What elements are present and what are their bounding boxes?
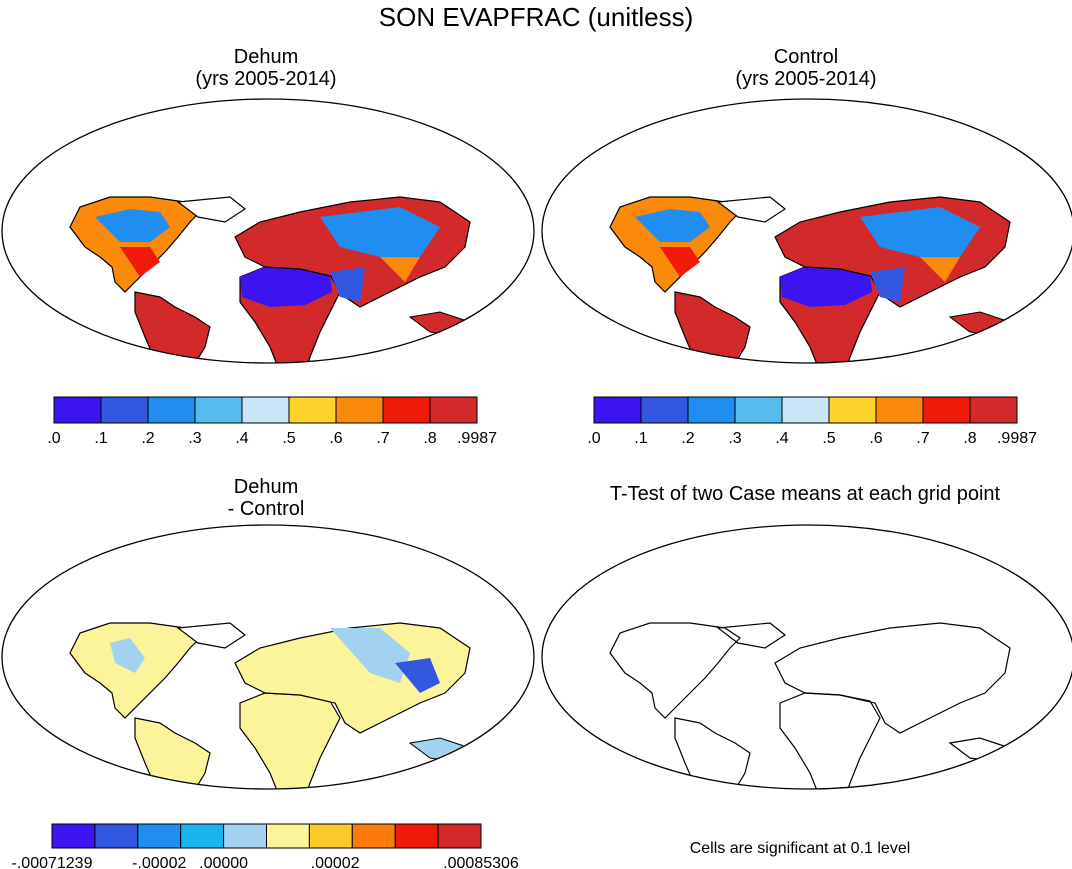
map-ttest [541,524,1072,790]
colorbar-control-label-2: .2 [681,430,694,447]
panel-2-title-main: Control [773,46,839,68]
colorbar-control-swatch-5 [828,396,877,424]
page-title: SON EVAPFRAC (unitless) [378,2,694,32]
colorbar-dehum-label-5: .5 [282,430,295,447]
colorbar-control-swatch-2 [687,396,736,424]
colorbar-difference-label-4: .00085306 [443,855,519,869]
colorbar-control-label-5: .5 [822,430,835,447]
colorbar-dehum-swatch-1 [100,396,149,424]
colorbar-dehum: .0 .1 .2 .3 .4 .5 .6 .7 .8 .9987 [47,396,497,447]
colorbar-difference-swatch-2 [137,823,182,849]
colorbar-control-swatch-0 [593,396,642,424]
map-ttest-border [541,524,1072,790]
colorbar-control-swatch-8 [969,396,1018,424]
colorbar-difference-swatch-1 [94,823,139,849]
colorbar-control-label-3: .3 [728,430,741,447]
colorbar-dehum-swatch-6 [335,396,384,424]
colorbar-dehum-label-8: .8 [423,430,436,447]
map-difference-border [1,524,535,790]
colorbar-control-label-9: .9987 [997,430,1037,447]
colorbar-control-label-7: .7 [916,430,929,447]
colorbar-dehum-swatch-7 [382,396,431,424]
panel-3-subtitle: - Control [227,498,305,520]
colorbar-difference-swatch-5 [266,823,310,849]
map-dehum-border [1,98,535,364]
colorbar-control-label-4: .4 [775,430,788,447]
colorbar-control-swatch-7 [922,396,971,424]
map-difference-land [69,622,506,789]
colorbar-dehum-label-4: .4 [235,430,248,447]
colorbar-dehum-swatch-3 [194,396,243,424]
colorbar-control: .0 .1 .2 .3 .4 .5 .6 .7 .8 .9987 [587,396,1037,447]
colorbar-dehum-label-1: .1 [94,430,107,447]
colorbar-difference-label-2: .00000 [199,855,248,869]
colorbar-difference-swatch-8 [394,823,439,849]
map-control [541,98,1072,364]
colorbar-dehum-label-9: .9987 [457,430,497,447]
significance-note: Cells are significant at 0.1 level [689,840,911,857]
panel-1-subtitle: (yrs 2005-2014) [195,68,337,90]
colorbar-difference-swatch-0 [51,823,96,849]
colorbar-dehum-swatch-5 [288,396,337,424]
panel-1-title: Dehum (yrs 2005-2014) [136,46,396,90]
colorbar-control-swatch-1 [640,396,689,424]
colorbar-dehum-label-3: .3 [188,430,201,447]
colorbar-dehum-label-2: .2 [141,430,154,447]
colorbar-difference-swatch-9 [437,823,482,849]
colorbar-dehum-swatch-0 [53,396,102,424]
colorbar-dehum-swatch-4 [241,396,290,424]
colorbar-dehum-swatch-2 [147,396,196,424]
colorbar-control-swatch-3 [734,396,783,424]
panel-3-title: Dehum - Control [136,476,396,520]
colorbar-difference-swatch-4 [223,823,268,849]
colorbar-difference-label-1: -.00002 [132,855,186,869]
map-control-land [609,196,1046,363]
map-control-border [541,98,1072,364]
colorbar-control-swatch-6 [875,396,924,424]
colorbar-control-label-8: .8 [963,430,976,447]
colorbar-difference-label-0: -.00071239 [12,855,93,869]
map-ttest-coastlines [609,622,1046,789]
colorbar-control-label-6: .6 [869,430,882,447]
colorbar-difference-label-3: .00002 [311,855,360,869]
map-dehum-land [69,196,506,363]
colorbar-control-label-1: .1 [634,430,647,447]
colorbar-difference-swatch-6 [308,823,353,849]
panel-2-subtitle: (yrs 2005-2014) [735,68,877,90]
panel-4-title: T-Test of two Case means at each grid po… [609,483,1001,505]
panel-2-title: Control (yrs 2005-2014) [676,46,936,90]
colorbar-difference-swatch-7 [351,823,396,849]
map-difference [1,524,535,790]
map-dehum [1,98,535,364]
colorbar-dehum-swatch-8 [429,396,478,424]
colorbar-dehum-label-7: .7 [376,430,389,447]
colorbar-control-swatch-4 [781,396,830,424]
colorbar-control-label-0: .0 [587,430,600,447]
panel-1-title-main: Dehum [233,46,299,68]
colorbar-dehum-label-0: .0 [47,430,60,447]
panel-3-title-main: Dehum [233,476,299,498]
colorbar-difference-swatch-3 [180,823,225,849]
colorbar-difference: -.00071239 -.00002 .00000 .00002 .00085306 [12,823,519,869]
colorbar-dehum-label-6: .6 [329,430,342,447]
